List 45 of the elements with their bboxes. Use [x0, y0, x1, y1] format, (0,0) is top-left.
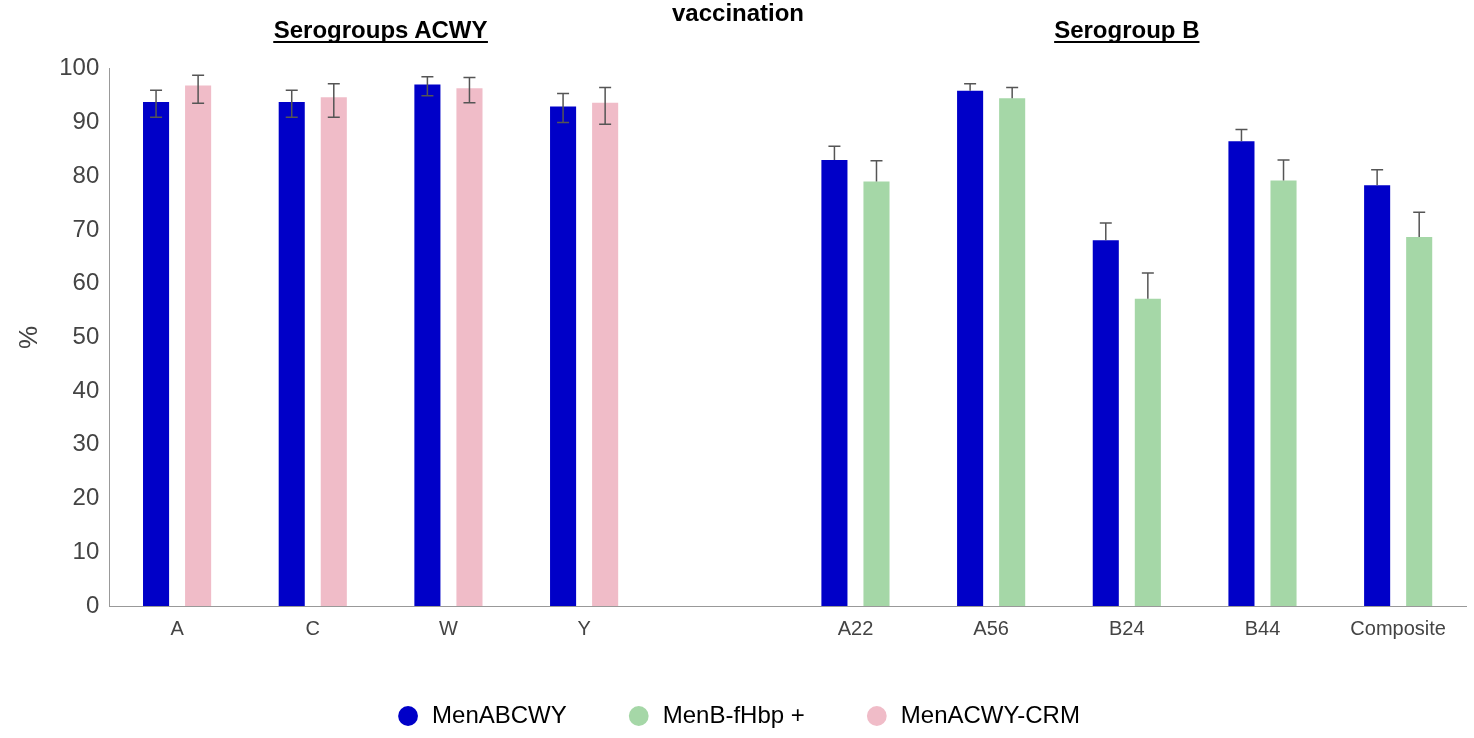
- y-tick-label: 30: [72, 429, 100, 457]
- bar: [456, 88, 483, 606]
- bar: [550, 106, 577, 606]
- x-tick-label: A22: [837, 616, 874, 639]
- bar: [1406, 236, 1433, 606]
- x-tick-label: C: [305, 616, 320, 639]
- text: Serogroups ACWY: [273, 16, 488, 43]
- bar: [320, 97, 347, 606]
- bar: [821, 160, 848, 606]
- y-tick-label: 10: [72, 536, 100, 564]
- legend-label: MenB-fHbp +: [662, 700, 805, 728]
- y-tick-label: 70: [72, 214, 100, 242]
- y-tick-label: 100: [59, 53, 100, 81]
- bar: [592, 102, 619, 606]
- bar: [143, 102, 170, 606]
- y-tick-label: 50: [72, 322, 100, 350]
- x-tick-label: W: [438, 616, 458, 639]
- chart-title: vaccination: [671, 0, 805, 27]
- y-tick-label: 0: [85, 590, 100, 618]
- x-tick-label: Composite: [1350, 616, 1446, 639]
- y-tick-label: 80: [72, 160, 100, 188]
- x-tick-label: Y: [577, 616, 591, 639]
- bar: [1228, 141, 1255, 606]
- x-tick-label: A56: [973, 616, 1009, 639]
- bar: [1134, 298, 1161, 606]
- legend-label: MenABCWY: [432, 700, 567, 728]
- text: Serogroup B: [1054, 16, 1200, 43]
- bar: [185, 85, 212, 606]
- bar: [1364, 185, 1391, 606]
- bar: [957, 90, 984, 606]
- legend-label: MenACWY-CRM: [900, 700, 1080, 728]
- y-tick-label: 20: [72, 483, 100, 511]
- y-tick-label: 60: [72, 268, 100, 296]
- bar: [1092, 240, 1119, 606]
- bar: [863, 181, 890, 606]
- y-axis-title: %: [12, 325, 43, 349]
- y-tick-label: 90: [72, 107, 100, 135]
- bar: [999, 98, 1026, 606]
- bar: [414, 84, 441, 606]
- y-tick-label: 40: [72, 375, 100, 403]
- x-tick-label: B44: [1244, 616, 1281, 639]
- bar: [278, 102, 305, 606]
- x-tick-label: B24: [1109, 616, 1145, 639]
- x-tick-label: A: [170, 616, 185, 639]
- bar: [1270, 180, 1297, 606]
